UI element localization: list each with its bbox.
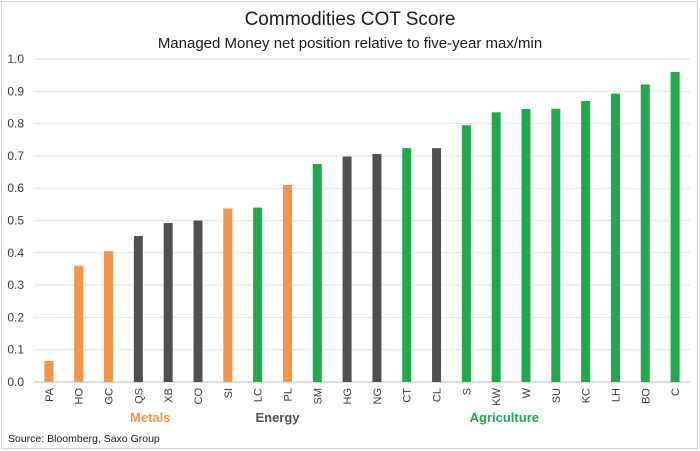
x-tick-label: PL — [282, 388, 294, 401]
x-tick-label: QS — [133, 388, 145, 404]
bar-cl — [432, 148, 442, 382]
bar-pa — [44, 361, 54, 382]
x-tick-label: KC — [581, 388, 593, 403]
x-tick-label: XB — [163, 388, 175, 403]
bar-qs — [133, 236, 143, 382]
chart-title: Commodities COT Score — [244, 9, 456, 30]
source-note: Source: Bloomberg, Saxo Group — [8, 433, 160, 445]
bar-kc — [581, 100, 591, 383]
x-tick-label: BO — [640, 388, 652, 404]
x-tick-label: GC — [104, 388, 116, 405]
x-tick-label: W — [521, 387, 533, 398]
group-label-energy: Energy — [255, 410, 300, 425]
bar-w — [521, 109, 531, 382]
bar-gc — [104, 251, 114, 382]
y-tick-label: 0.6 — [7, 181, 24, 195]
x-tick-label: KW — [491, 387, 503, 405]
y-tick-label: 0.0 — [7, 375, 24, 389]
y-tick-label: 0.9 — [7, 84, 24, 98]
x-tick-label: SU — [551, 388, 563, 403]
bar-sm — [312, 163, 322, 382]
bar-pl — [282, 184, 292, 382]
x-tick-label: CT — [402, 388, 414, 403]
bar-co — [193, 220, 203, 382]
y-tick-label: 1.0 — [7, 52, 24, 66]
group-labels: Metals Energy Agriculture — [130, 410, 539, 425]
x-tick-label: LC — [253, 388, 265, 402]
bar-s — [461, 125, 471, 382]
bar-hg — [342, 156, 352, 382]
x-tick-label: PA — [44, 387, 56, 402]
bar-kw — [491, 112, 501, 383]
x-tick-label: SI — [223, 388, 235, 398]
chart-subtitle: Managed Money net position relative to f… — [157, 35, 543, 52]
x-tick-label: HO — [74, 388, 86, 405]
x-tick-label: CO — [193, 388, 205, 405]
x-axis-labels: PA HO GC QS XB CO SI LC PL SM HG NG CT CL S KW W SU KC LH BO… — [44, 387, 682, 405]
x-tick-label: CL — [432, 388, 444, 402]
group-label-metals: Metals — [130, 410, 170, 425]
y-tick-label: 0.1 — [7, 343, 24, 357]
x-tick-label: C — [670, 388, 682, 396]
bar-ho — [74, 265, 84, 382]
x-tick-label: SM — [312, 388, 324, 405]
bar-si — [223, 208, 233, 382]
bar-lc — [253, 207, 263, 382]
x-tick-label: S — [461, 388, 473, 395]
x-tick-label: LH — [610, 388, 622, 402]
y-tick-label: 0.4 — [7, 246, 24, 260]
y-tick-label: 0.5 — [7, 214, 24, 228]
y-tick-label: 0.8 — [7, 117, 24, 131]
bar-c — [670, 71, 680, 383]
bar-lh — [610, 93, 620, 382]
y-axis-ticks: 0.0 0.1 0.2 0.3 0.4 0.5 0.6 0.7 0.8 0.9 1.0 — [7, 52, 24, 389]
bar-ct — [402, 148, 412, 382]
y-tick-label: 0.2 — [7, 310, 24, 324]
x-tick-label: NG — [372, 388, 384, 405]
bar-xb — [163, 223, 173, 382]
bar-ng — [372, 153, 382, 382]
bar-bo — [640, 84, 650, 382]
y-tick-label: 0.3 — [7, 278, 24, 292]
y-tick-label: 0.7 — [7, 149, 24, 163]
group-label-agriculture: Agriculture — [470, 410, 539, 425]
bar-su — [551, 108, 561, 382]
bars — [44, 71, 680, 383]
gridlines — [34, 58, 690, 383]
x-tick-label: HG — [342, 388, 354, 405]
